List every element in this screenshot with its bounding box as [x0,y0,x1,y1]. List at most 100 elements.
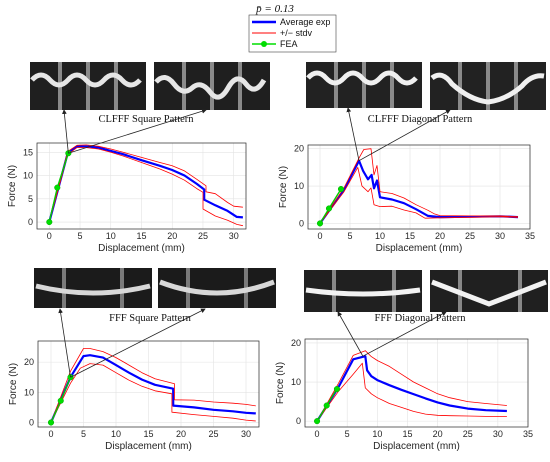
callout-arrow [62,109,69,154]
x-tick-label: 0 [315,429,320,439]
photo-clfff-square-deformed [154,62,270,110]
x-tick-label: 10 [372,429,382,439]
callout-arrow [337,311,364,357]
chart-clfff-diagonal: 0 5 10 15 20 25 30 35 0 10 20 Displacement (mm) Forc… [278,144,535,254]
series-line-stdv [319,166,519,224]
series-line-stdv [48,144,243,223]
y-tick-label: 10 [24,387,34,397]
series-line-average-exp [49,354,256,423]
series-line-stdv [316,362,507,422]
x-axis-label: Displacement (mm) [105,441,192,452]
x-tick-label: 15 [402,429,412,439]
photo-clfff-square-initial [30,62,146,110]
photo-fff-square-initial [34,268,152,308]
y-tick-label: 0 [28,217,33,227]
x-tick-label: 20 [435,231,445,241]
x-tick-label: 15 [143,429,153,439]
x-tick-label: 10 [106,231,116,241]
fea-point [325,205,333,212]
chart-fff-square: 0 5 10 15 20 25 30 0 10 20 Displacement (mm) Force … [8,340,260,452]
photo-clfff-diagonal-initial [306,62,422,108]
legend-marker-fea [261,41,267,47]
x-tick-label: 0 [48,429,53,439]
panel-title-fff-square: FFF Square Pattern [109,313,191,324]
panel-title-clfff-square: CLFFF Square Pattern [98,114,194,125]
callout-arrow [58,308,71,378]
x-tick-label: 5 [81,429,86,439]
x-tick-label: 0 [317,231,322,241]
legend-label-average: Average exp [280,17,330,27]
y-tick-label: 10 [291,377,301,387]
callout-arrow [68,108,207,154]
x-tick-label: 10 [375,231,385,241]
x-tick-label: 30 [229,231,239,241]
x-tick-label: 25 [198,231,208,241]
x-tick-label: 20 [176,429,186,439]
y-tick-label: 15 [23,147,33,157]
callout-arrow [346,107,360,161]
x-tick-label: 30 [495,231,505,241]
x-tick-label: 5 [345,429,350,439]
callout-arrow [362,311,447,357]
x-tick-label: 35 [523,429,533,439]
x-tick-label: 5 [347,231,352,241]
y-axis-label: Force (N) [7,165,18,207]
x-tick-label: 0 [47,231,52,241]
axes-box [307,144,531,230]
fea-point [337,186,345,193]
chart-clfff-square: 0 5 10 15 20 25 30 0 5 10 15 Displacement (mm) Force… [7,142,247,254]
y-axis-label: Force (N) [8,363,19,405]
photo-clfff-diagonal-deformed [430,62,546,110]
x-axis-label: Displacement (mm) [373,441,460,452]
photo-fff-diagonal-deformed [430,270,548,312]
y-tick-label: 20 [294,144,304,154]
x-tick-label: 30 [493,429,503,439]
fea-point [314,418,321,425]
y-tick-label: 20 [24,357,34,367]
series-line-average-exp [48,145,243,223]
legend: Average exp +/− stdv FEA [248,14,337,53]
y-tick-label: 0 [29,417,34,427]
series-line-stdv [50,348,256,423]
panel-title-clfff-diagonal: CLFFF Diagonal Pattern [368,114,473,125]
callout-arrow [358,109,451,162]
x-tick-label: 25 [465,231,475,241]
x-tick-label: 15 [405,231,415,241]
x-tick-label: 25 [463,429,473,439]
x-tick-label: 25 [208,429,218,439]
axes-box [36,142,247,230]
axes-box [304,338,529,428]
fea-point [316,220,324,227]
y-tick-label: 10 [294,181,304,191]
photo-fff-square-deformed [158,268,276,308]
fea-point [323,402,330,409]
x-tick-label: 10 [111,429,121,439]
series-line-average-exp [319,159,519,225]
fea-point [46,218,53,226]
x-axis-label: Displacement (mm) [376,243,463,254]
x-tick-label: 15 [136,231,146,241]
y-tick-label: 0 [296,416,301,426]
figure-title: p̄ = 0.13 [255,3,294,15]
chart-fff-diagonal: 0 5 10 15 20 25 30 35 0 10 20 Displacement (mm) Forc… [275,338,533,452]
y-tick-label: 0 [299,218,304,228]
specimen-photos [30,62,548,312]
axes-box [37,340,260,428]
y-tick-label: 20 [291,338,301,348]
callout-arrows [58,107,451,378]
series-line-average-exp [316,355,507,422]
fea-point [47,419,55,426]
fea-point [333,386,340,393]
photo-fff-diagonal-initial [304,270,422,312]
x-axis-label: Displacement (mm) [98,243,185,254]
series-line-stdv [316,350,507,422]
legend-label-fea: FEA [280,39,298,49]
series-line-stdv [50,363,256,423]
y-tick-label: 5 [28,194,33,204]
x-tick-label: 30 [241,429,251,439]
y-tick-label: 10 [23,171,33,181]
fea-point [57,397,64,404]
y-axis-label: Force (N) [278,166,289,208]
x-tick-label: 5 [78,231,83,241]
